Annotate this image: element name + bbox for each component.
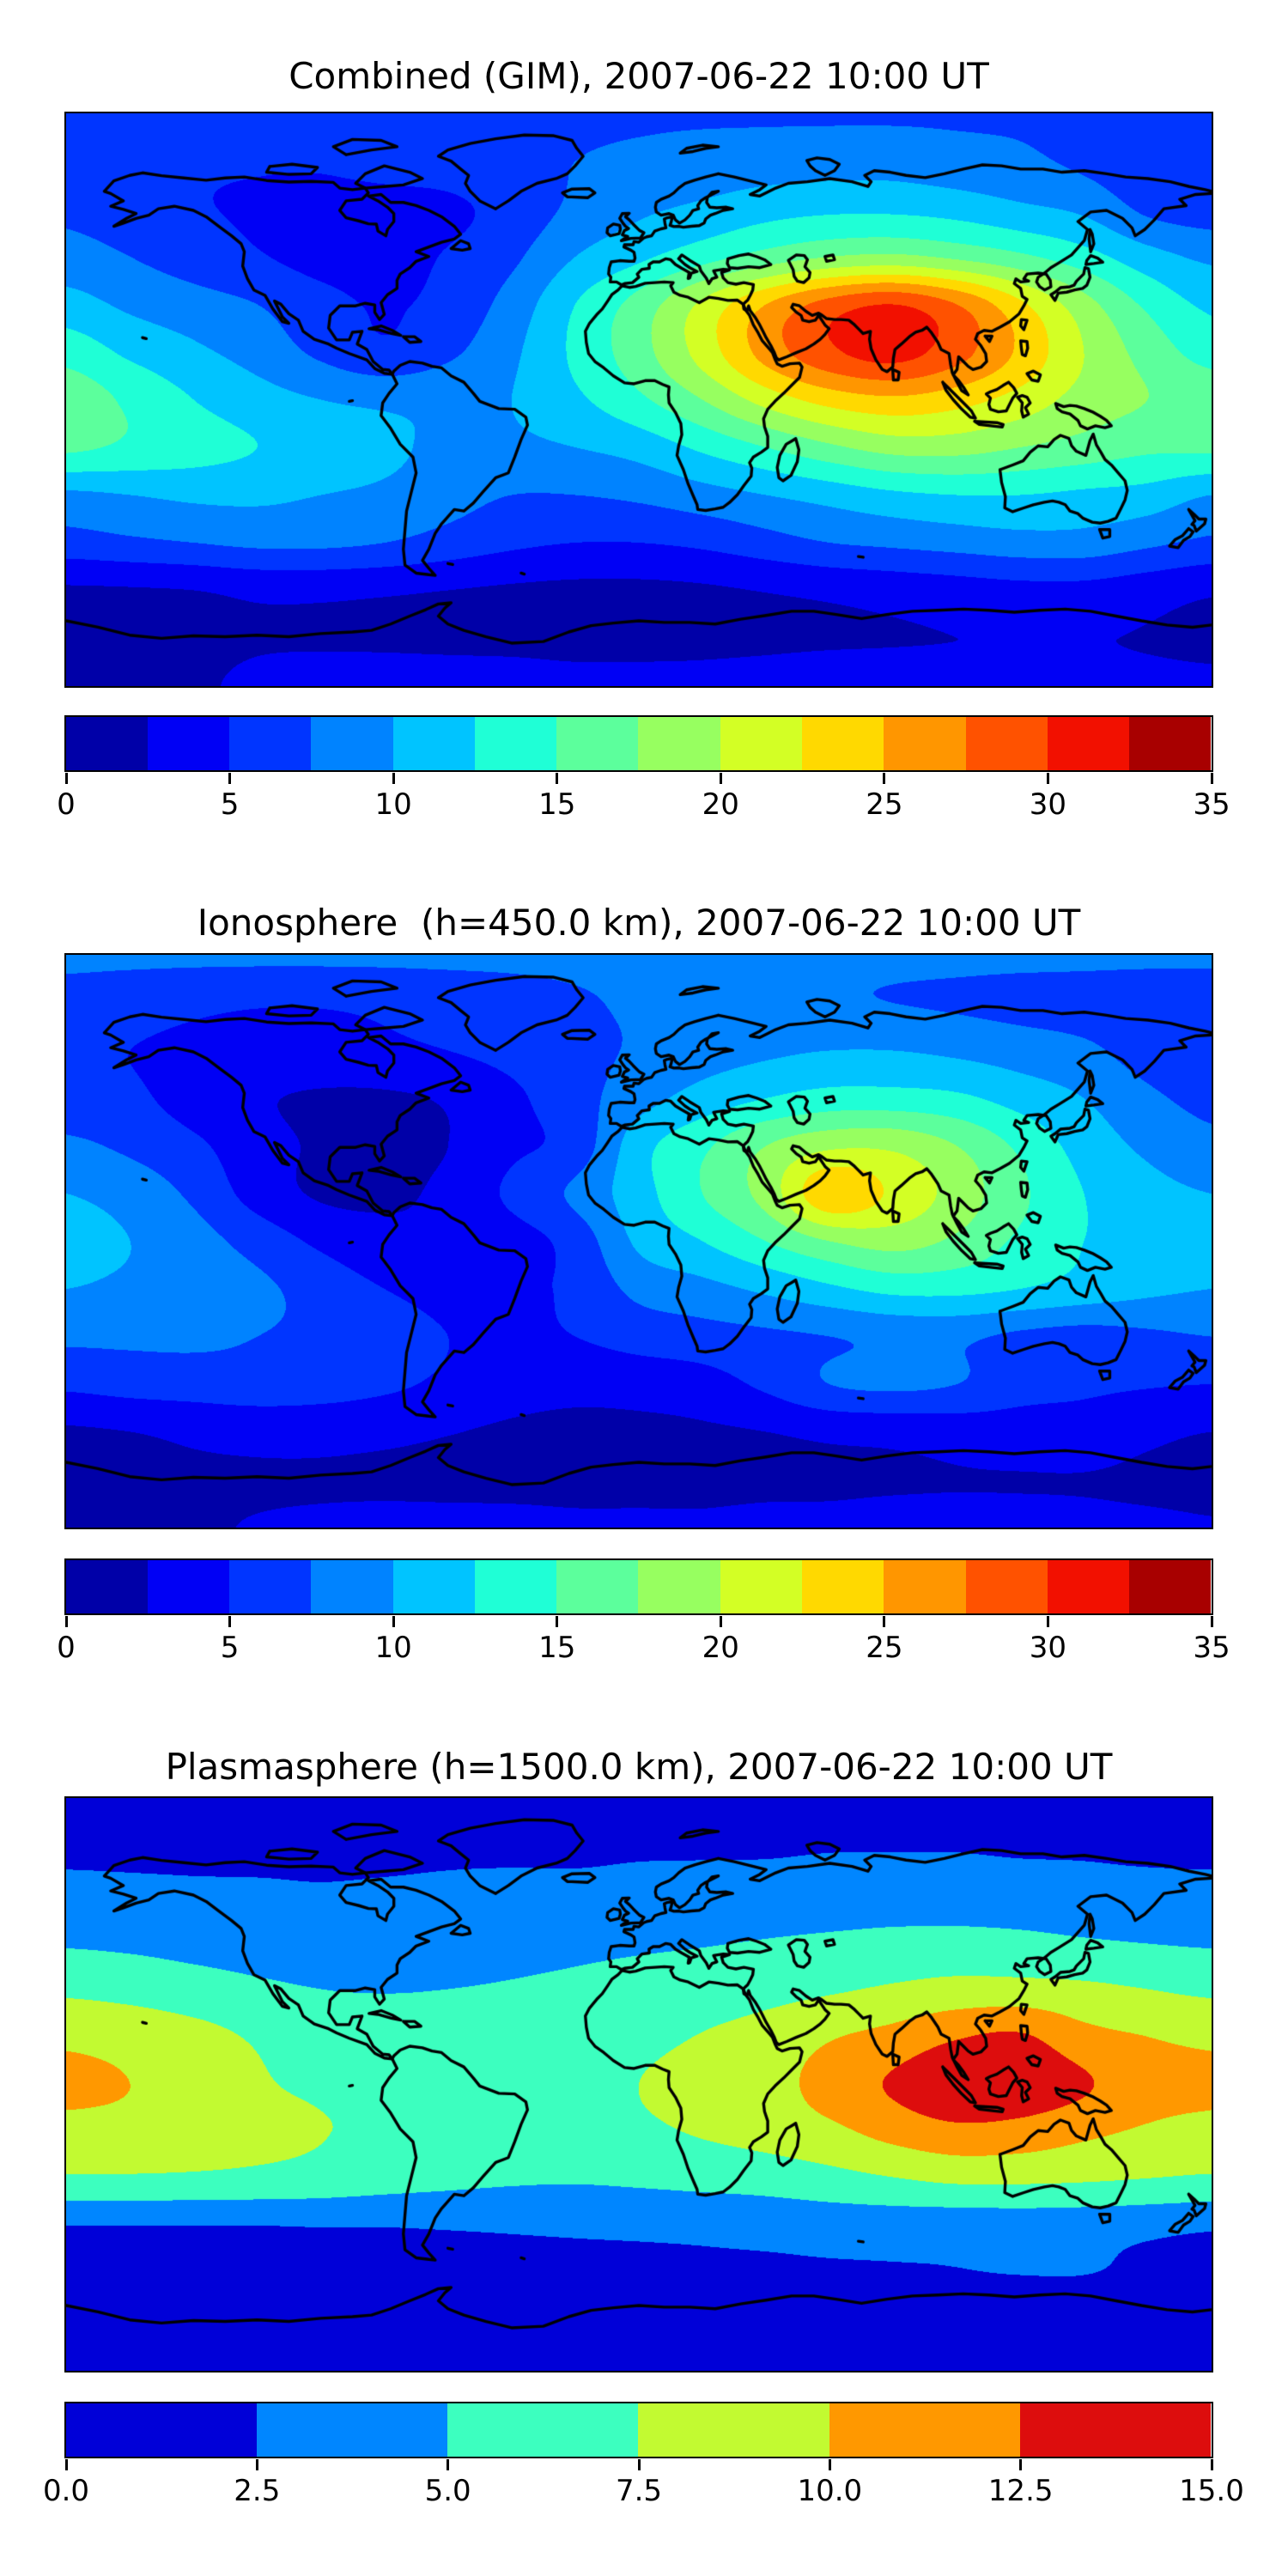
colorbar-segment (65, 717, 148, 770)
map-frame-combined (64, 112, 1213, 688)
colorbar-tick-label: 0.0 (42, 2474, 90, 2508)
colorbar-segment (802, 717, 884, 770)
colorbar-tick-label: 0 (57, 787, 76, 822)
panel-title-plasmasphere: Plasmasphere (h=1500.0 km), 2007-06-22 1… (165, 1746, 1113, 1788)
colorbar-tick (1210, 773, 1213, 784)
colorbar-segment (965, 1560, 1048, 1613)
colorbar-segment (147, 1560, 230, 1613)
colorbar-tick-label: 10 (374, 787, 412, 822)
map-frame-plasmasphere (64, 1796, 1213, 2372)
colorbar-segment (147, 717, 230, 770)
colorbar-segment (638, 1560, 720, 1613)
map-canvas-ionosphere (65, 955, 1212, 1528)
colorbar-tick-label: 10 (374, 1631, 412, 1665)
colorbar-segment (447, 2403, 639, 2457)
map-canvas-plasmasphere (65, 1798, 1212, 2371)
colorbar-segment (638, 2403, 829, 2457)
colorbar-segment (229, 1560, 312, 1613)
colorbar-tick (637, 2459, 641, 2470)
colorbar-segment (829, 2403, 1021, 2457)
colorbar-combined (64, 715, 1213, 772)
colorbar-tick (64, 1616, 68, 1627)
colorbar-tick (883, 773, 886, 784)
colorbar-ticks-plasmasphere (64, 2459, 1213, 2470)
colorbar-ionosphere (64, 1558, 1213, 1615)
colorbar-tick (1210, 1616, 1213, 1627)
colorbar-tick (719, 773, 722, 784)
colorbar-tick (883, 1616, 886, 1627)
colorbar-tick-label: 30 (1029, 787, 1067, 822)
colorbar-segment (1047, 717, 1130, 770)
colorbar-tick-label: 5.0 (424, 2474, 471, 2508)
colorbar-tick-label: 12.5 (987, 2474, 1054, 2508)
colorbar-labels-plasmasphere: 0.0 2.5 5.0 7.5 10.0 12.5 15.0 (43, 2474, 1244, 2508)
colorbar-tick (228, 773, 232, 784)
colorbar-tick (1046, 773, 1049, 784)
colorbar-segment (256, 2403, 448, 2457)
panel-title-combined: Combined (GIM), 2007-06-22 10:00 UT (289, 55, 989, 97)
colorbar-tick-label: 20 (702, 787, 739, 822)
colorbar-tick-label: 30 (1029, 1631, 1067, 1665)
colorbar-segment (474, 1560, 557, 1613)
colorbar-tick (556, 773, 559, 784)
colorbar-tick (64, 773, 68, 784)
colorbar-ticks-ionosphere (64, 1616, 1213, 1627)
colorbar-segment (1129, 717, 1212, 770)
colorbar-segment (556, 1560, 639, 1613)
colorbar-tick-label: 15 (538, 1631, 576, 1665)
colorbar-segment (1020, 2403, 1212, 2457)
colorbar-tick-label: 35 (1193, 787, 1230, 822)
colorbar-tick-label: 10.0 (797, 2474, 863, 2508)
colorbar-segment (474, 717, 557, 770)
colorbar-segment (884, 717, 966, 770)
colorbar-ticks-combined (64, 773, 1213, 784)
colorbar-tick (556, 1616, 559, 1627)
colorbar-tick (1046, 1616, 1049, 1627)
colorbar-tick (64, 2459, 68, 2470)
colorbar-segment (1129, 1560, 1212, 1613)
colorbar-segment (311, 717, 393, 770)
colorbar-tick-label: 2.5 (234, 2474, 281, 2508)
colorbar-segment (884, 1560, 966, 1613)
colorbar-tick-label: 5 (220, 1631, 240, 1665)
colorbar-tick-label: 15.0 (1179, 2474, 1244, 2508)
colorbar-tick-label: 25 (866, 787, 903, 822)
colorbar-segment (720, 1560, 803, 1613)
colorbar-segment (65, 1560, 148, 1613)
colorbar-labels-ionosphere: 0 5 10 15 20 25 30 35 (57, 1631, 1230, 1665)
colorbar-tick (255, 2459, 258, 2470)
colorbar-tick (1019, 2459, 1023, 2470)
colorbar-segment (556, 717, 639, 770)
colorbar-tick-label: 7.5 (615, 2474, 663, 2508)
colorbar-segment (392, 1560, 475, 1613)
colorbar-segment (638, 717, 720, 770)
colorbar-tick (228, 1616, 232, 1627)
colorbar-tick-label: 25 (866, 1631, 903, 1665)
map-frame-ionosphere (64, 953, 1213, 1529)
colorbar-segment (965, 717, 1048, 770)
colorbar-tick-label: 20 (702, 1631, 739, 1665)
colorbar-tick-label: 5 (220, 787, 240, 822)
colorbar-segment (392, 717, 475, 770)
colorbar-tick (392, 1616, 395, 1627)
colorbar-tick (447, 2459, 450, 2470)
colorbar-tick-label: 15 (538, 787, 576, 822)
colorbar-tick-label: 35 (1193, 1631, 1230, 1665)
map-canvas-combined (65, 113, 1212, 686)
colorbar-tick (828, 2459, 831, 2470)
colorbar-segment (720, 717, 803, 770)
panel-title-ionosphere: Ionosphere (h=450.0 km), 2007-06-22 10:0… (197, 902, 1081, 944)
colorbar-plasmasphere (64, 2402, 1213, 2458)
colorbar-tick (392, 773, 395, 784)
colorbar-tick-label: 0 (57, 1631, 76, 1665)
colorbar-segment (65, 2403, 257, 2457)
colorbar-tick (1210, 2459, 1213, 2470)
colorbar-segment (1047, 1560, 1130, 1613)
colorbar-segment (229, 717, 312, 770)
colorbar-labels-combined: 0 5 10 15 20 25 30 35 (57, 787, 1230, 822)
colorbar-segment (802, 1560, 884, 1613)
colorbar-tick (719, 1616, 722, 1627)
colorbar-segment (311, 1560, 393, 1613)
